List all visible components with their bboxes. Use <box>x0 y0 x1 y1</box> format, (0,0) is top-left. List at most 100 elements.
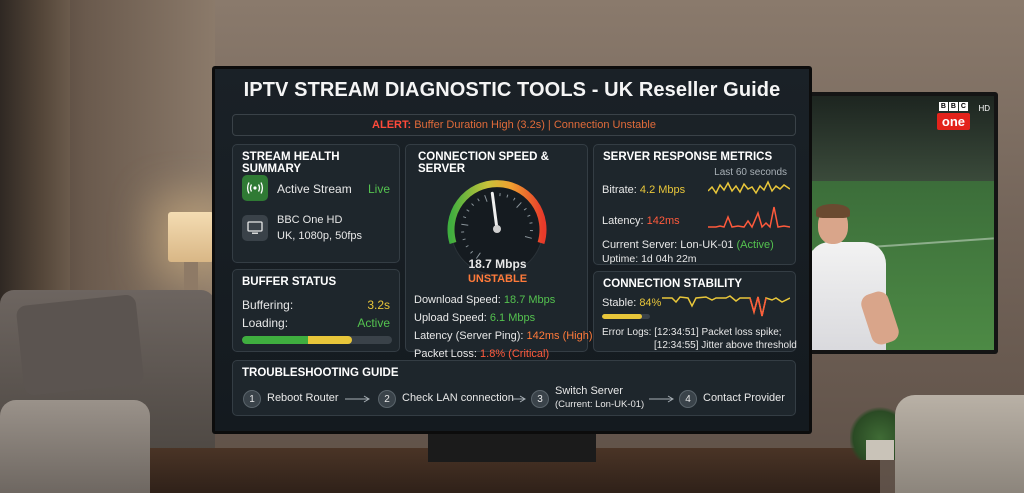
monitor-icon <box>242 215 268 241</box>
channel-details: UK, 1080p, 50fps <box>277 230 363 242</box>
connection-stability-title: CONNECTION STABILITY <box>603 278 743 290</box>
plant-pot <box>866 440 894 460</box>
step-1-number: 1 <box>243 390 261 408</box>
alert-label: ALERT: <box>372 119 412 131</box>
error-logs-label: Error Logs: <box>602 327 652 338</box>
hd-label: HD <box>978 104 990 113</box>
speed-gauge <box>447 180 547 276</box>
tv-foot <box>428 432 596 462</box>
upload-speed-row: Upload Speed: 6.1 Mbps <box>414 312 535 324</box>
connection-speed-title: CONNECTION SPEED & SERVER <box>418 151 549 175</box>
background-tv-screen: B B C one HD <box>804 96 994 350</box>
gauge-tick <box>463 216 467 219</box>
bitrate-label: Bitrate: <box>602 184 637 196</box>
football-player-hair <box>816 204 850 218</box>
stability-chart <box>662 295 790 317</box>
gauge-speed-value: 18.7 Mbps <box>468 257 527 271</box>
stability-label: Stable: <box>602 297 637 309</box>
stability-bar-fill <box>602 314 643 319</box>
bitrate-value: 4.2 Mbps <box>639 184 686 196</box>
broadcast-icon <box>242 175 268 201</box>
stability-value: 84% <box>639 297 662 309</box>
error-logs-row: Error Logs: [12:34:51] Packet loss spike… <box>602 327 782 338</box>
buffering-label: Buffering: <box>242 298 294 312</box>
sofa-cushion <box>15 293 145 397</box>
bitrate-sparkline <box>708 180 790 195</box>
armchair <box>0 400 150 493</box>
live-status: Live <box>367 182 390 196</box>
packet-loss-value: 1.8% (Critical) <box>480 348 550 360</box>
step-1-reboot-router[interactable]: Reboot Router <box>267 392 339 404</box>
step-3-current-server: (Current: Lon-UK-01) <box>555 399 645 410</box>
error-log-2: [12:34:55] Jitter above threshold <box>654 340 797 351</box>
gauge-tick <box>466 209 470 212</box>
stream-health-panel: STREAM HEALTH SUMMARY Active Stream Live <box>232 144 400 263</box>
gauge-tick <box>516 202 522 208</box>
error-log-1: [12:34:51] Packet loss spike; <box>654 327 782 338</box>
troubleshooting-title: TROUBLESHOOTING GUIDE <box>242 367 399 379</box>
server-response-title: SERVER RESPONSE METRICS <box>603 151 773 163</box>
alert-banner: ALERT: Buffer Duration High (3.2s) | Con… <box>232 114 796 136</box>
arrow-right-icon <box>649 395 674 403</box>
step-3-number: 3 <box>531 390 549 408</box>
bitrate-row: Bitrate: 4.2 Mbps <box>602 184 685 196</box>
step-4-contact-provider[interactable]: Contact Provider <box>703 392 785 404</box>
active-stream-label: Active Stream <box>277 182 352 196</box>
alert-text: Buffer Duration High (3.2s) | Connection… <box>414 119 656 131</box>
server-latency-row: Latency: 142ms <box>602 215 680 227</box>
buffering-value: 3.2s <box>367 298 390 312</box>
bbc-letter-b2: B <box>948 102 958 111</box>
gauge-tick <box>513 197 516 201</box>
bbc-one-label: one <box>936 113 970 130</box>
lamp-shade <box>168 212 214 262</box>
loading-label: Loading: <box>242 316 289 330</box>
gauge-tick <box>477 198 480 202</box>
troubleshooting-panel: TROUBLESHOOTING GUIDE 1 Reboot Router 2 … <box>232 360 796 416</box>
latency-sparkline <box>708 206 790 229</box>
gauge-tick <box>462 238 466 241</box>
arrow-right-icon <box>345 395 370 403</box>
download-speed-value: 18.7 Mbps <box>503 294 556 306</box>
current-server-label: Current Server: Lon-UK-01 <box>602 239 734 251</box>
gauge-tick <box>470 250 474 254</box>
packet-loss-row: Packet Loss: 1.8% (Critical) <box>414 348 549 360</box>
step-4-number: 4 <box>679 390 697 408</box>
gauge-tick <box>475 252 481 259</box>
upload-speed-label: Upload Speed: <box>414 312 487 324</box>
bbc-letter-c: C <box>958 102 968 111</box>
download-speed-label: Download Speed: <box>414 294 501 306</box>
buffer-status-panel: BUFFER STATUS Buffering: 3.2s Loading: A… <box>232 269 400 352</box>
step-2-number: 2 <box>378 390 396 408</box>
stream-health-title: STREAM HEALTH SUMMARY <box>242 151 340 175</box>
gauge-ticks <box>461 193 533 259</box>
packet-loss-label: Packet Loss: <box>414 348 477 360</box>
server-uptime: Uptime: 1d 04h 22m <box>602 253 697 265</box>
right-chair <box>895 395 1024 493</box>
gauge-tick <box>529 222 533 224</box>
gauge-tick <box>471 203 475 207</box>
gauge-tick <box>524 236 532 239</box>
latency-value: 142ms (High) <box>526 330 593 342</box>
gauge-tick <box>527 214 531 217</box>
download-speed-row: Download Speed: 18.7 Mbps <box>414 294 555 306</box>
main-tv: IPTV STREAM DIAGNOSTIC TOOLS - UK Resell… <box>212 66 812 434</box>
connection-speed-panel: CONNECTION SPEED & SERVER 18.7 Mbps U <box>405 144 593 360</box>
page-title: IPTV STREAM DIAGNOSTIC TOOLS - UK Resell… <box>243 79 781 101</box>
gauge-tick <box>506 194 509 198</box>
stability-row: Stable: 84% <box>602 297 661 309</box>
bbc-one-logo: B B C one <box>936 102 970 130</box>
upload-speed-value: 6.1 Mbps <box>489 312 536 324</box>
diagnostic-screen: IPTV STREAM DIAGNOSTIC TOOLS - UK Resell… <box>215 69 809 431</box>
gauge-needle <box>490 191 499 231</box>
buffer-progress-bar <box>242 336 392 344</box>
step-2-check-lan[interactable]: Check LAN connection <box>402 392 514 404</box>
server-latency-value: 142ms <box>646 215 680 227</box>
gauge-status: UNSTABLE <box>467 273 528 285</box>
server-response-panel: SERVER RESPONSE METRICS Last 60 seconds … <box>593 144 796 265</box>
current-server-status: (Active) <box>736 239 774 251</box>
channel-name: BBC One HD <box>277 214 343 226</box>
step-3-switch-server[interactable]: Switch Server <box>555 385 623 397</box>
gauge-hub <box>493 225 501 233</box>
latency-row: Latency (Server Ping): 142ms (High) <box>414 330 593 342</box>
background-tv: B B C one HD <box>800 92 998 354</box>
